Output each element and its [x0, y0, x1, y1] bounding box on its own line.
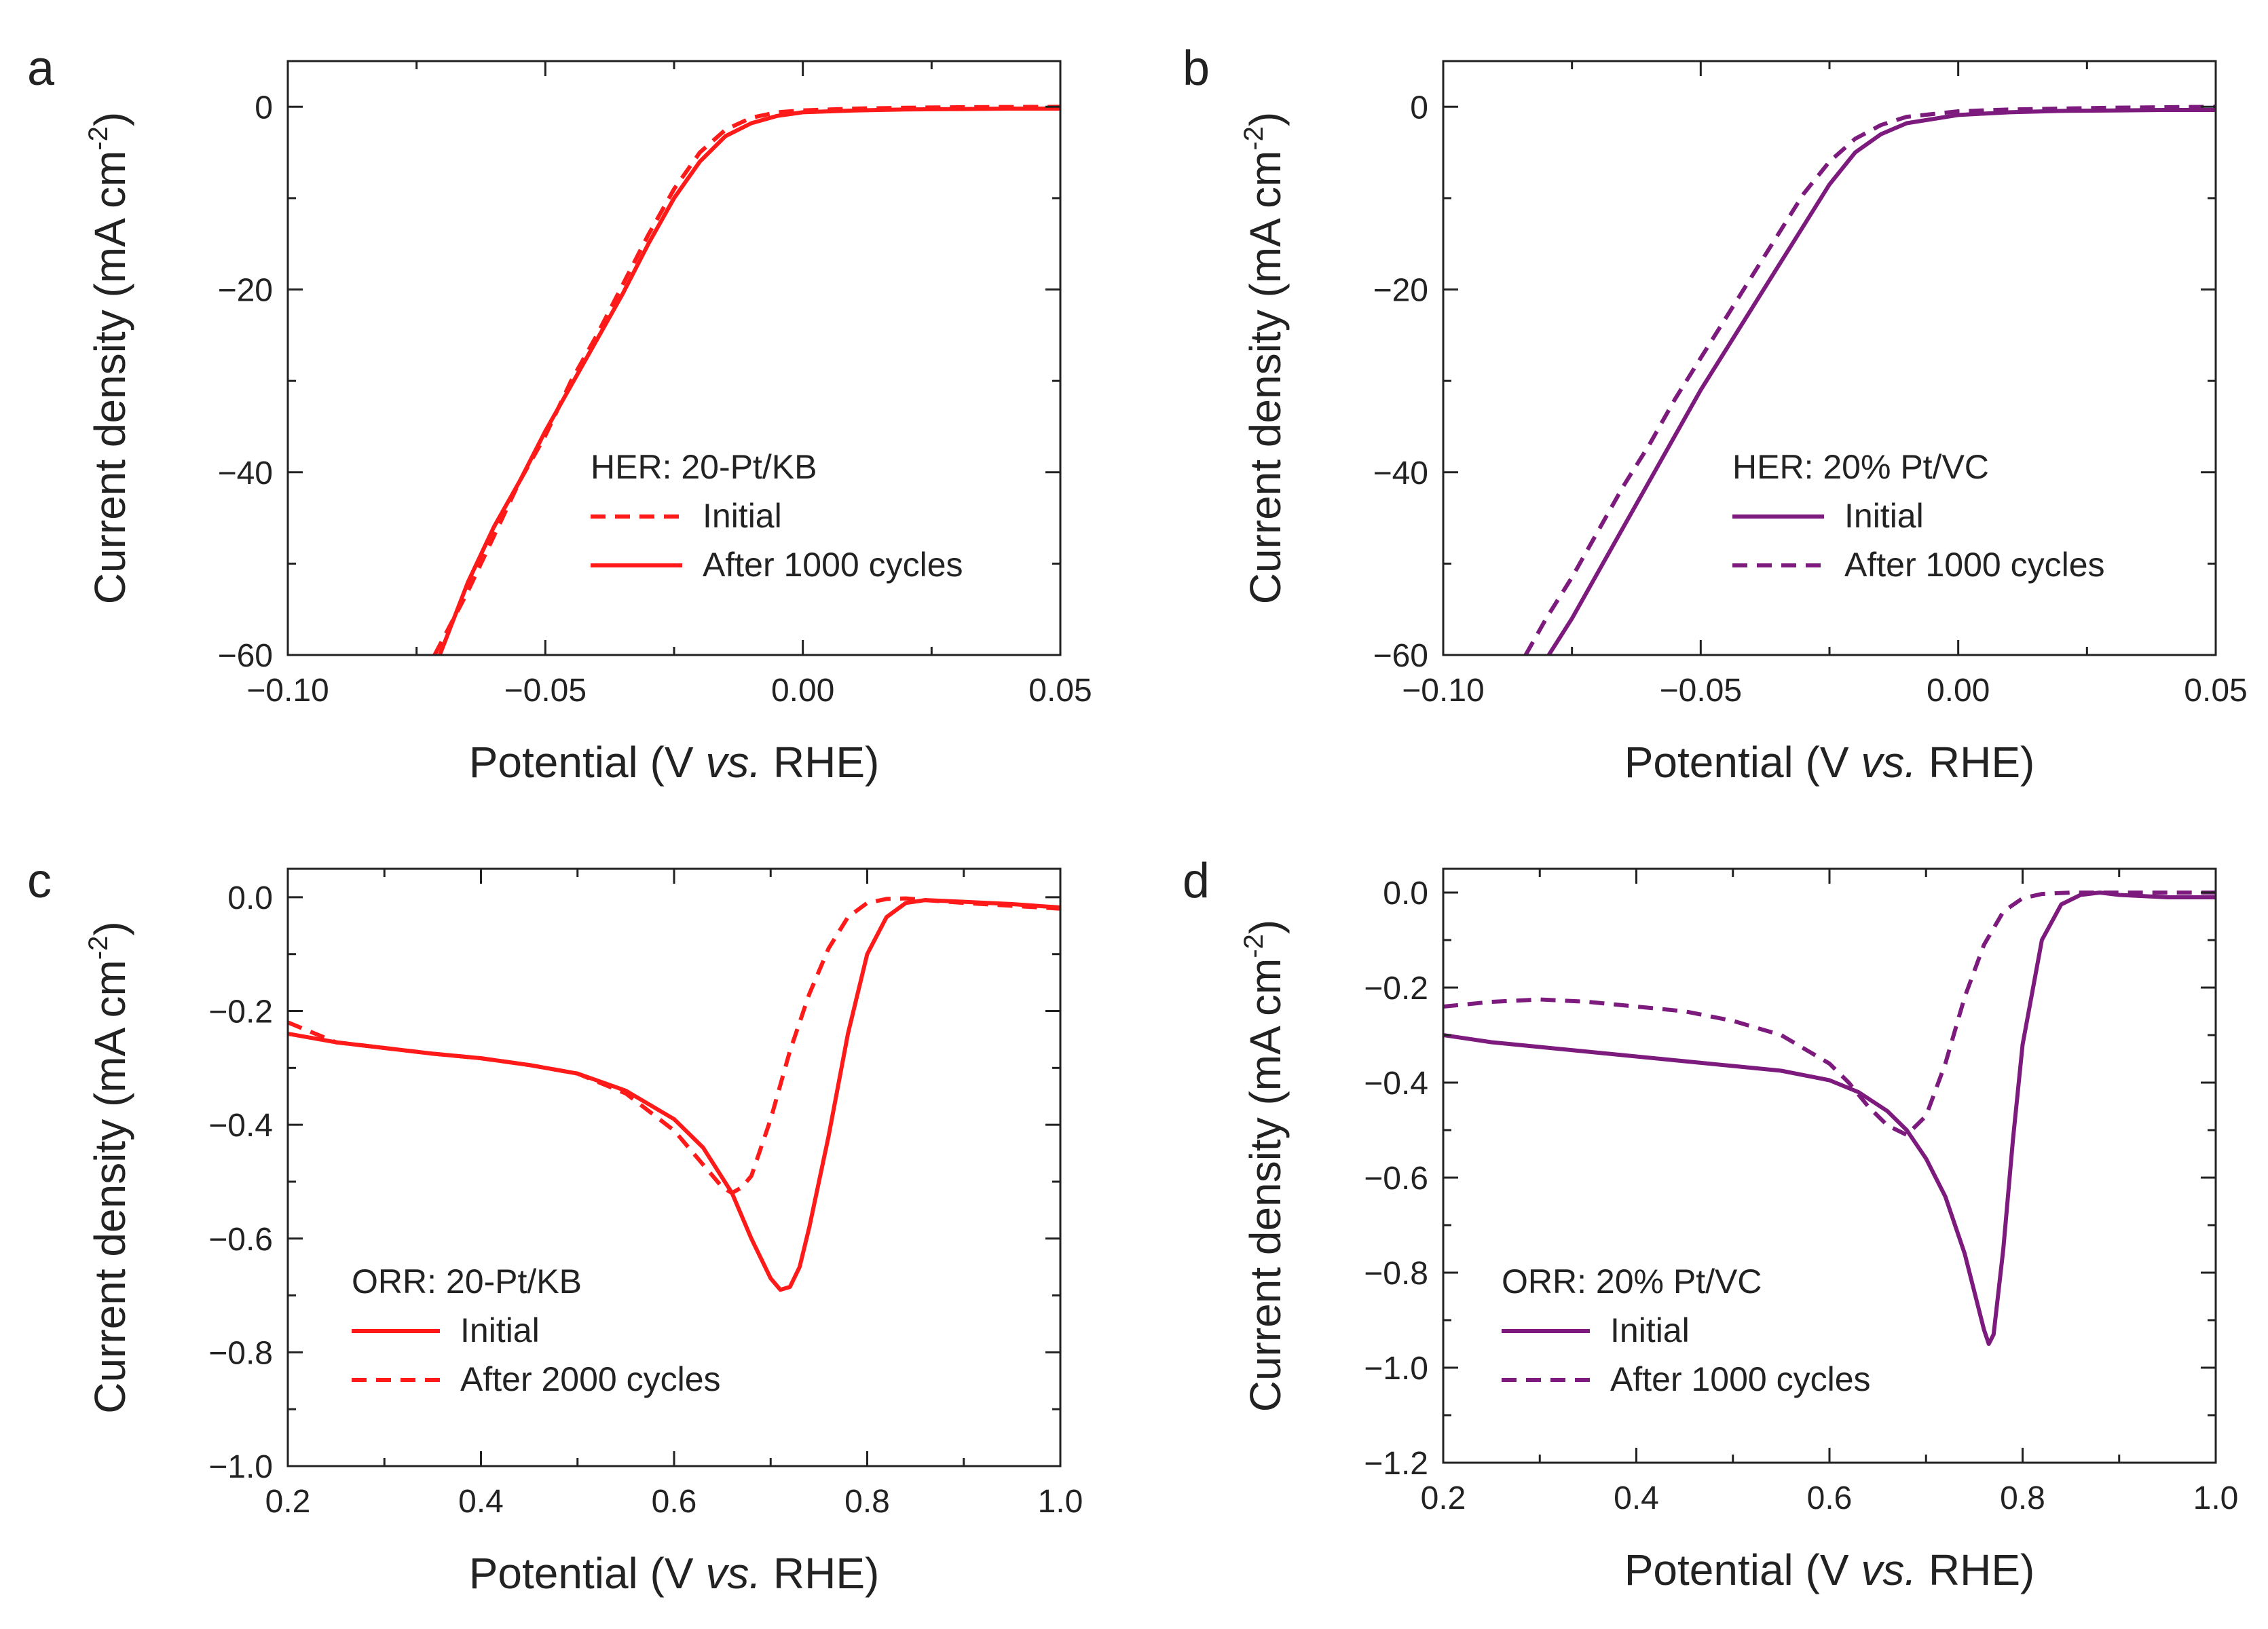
panel-b-legend-label-2: After 1000 cycles: [1844, 546, 2105, 584]
panel-c-ytick-label: −0.2: [208, 994, 273, 1030]
panel-b-series-2-line: [1523, 105, 2216, 655]
panel-a-legend-label-1: Initial: [703, 497, 782, 535]
panel-c: c 0.2 0.4 0.6 0.8 1.0 0.0 −0.2 −0.4 −0.6 −0.8 −1.0…: [27, 854, 1083, 1598]
panel-d-ytick-label: 0.0: [1383, 876, 1428, 912]
panel-c-ytick-label: −0.4: [208, 1108, 273, 1144]
panel-d-x-axis-title: Potential (V vs. RHE): [1624, 1546, 2035, 1594]
panel-a-xtick-label: −0.10: [246, 673, 329, 709]
panel-a-series-2-line: [438, 107, 1060, 655]
panel-a-y-axis-title: Current density (mA cm-2): [83, 112, 134, 605]
panel-b-ytick-label: 0: [1410, 90, 1428, 126]
panel-b-letter: b: [1183, 41, 1210, 96]
panel-c-legend-label-2: After 2000 cycles: [460, 1360, 721, 1398]
panel-d-legend-label-1: Initial: [1610, 1311, 1690, 1349]
panel-d-ytick-label: −1.2: [1364, 1446, 1428, 1482]
panel-a-x-axis-title: Potential (V vs. RHE): [469, 738, 880, 787]
panel-d-xtick-label: 0.4: [1614, 1480, 1659, 1516]
panel-d-ytick-label: −0.4: [1364, 1066, 1428, 1102]
panel-b-ytick-label: −20: [1373, 273, 1428, 309]
panel-c-ytick-label: −0.6: [208, 1222, 273, 1258]
panel-d-xtick-label: 0.8: [2000, 1480, 2045, 1516]
panel-c-letter: c: [27, 854, 52, 908]
panel-d-y-axis-title: Current density (mA cm-2): [1239, 920, 1290, 1412]
panel-a-ytick-label: −20: [218, 273, 273, 309]
panel-b-xtick-label: 0.05: [2184, 673, 2247, 709]
panel-a-ytick-label: −40: [218, 455, 273, 491]
panel-d-ytick-label: −0.6: [1364, 1161, 1428, 1197]
panel-d-letter: d: [1183, 854, 1210, 908]
panel-a-xtick-label: 0.05: [1028, 673, 1092, 709]
panel-b-y-axis-title: Current density (mA cm-2): [1239, 112, 1290, 605]
panel-a-ytick-label: −60: [218, 638, 273, 674]
panel-a-xtick-label: −0.05: [504, 673, 587, 709]
panel-c-ytick-label: −0.8: [208, 1335, 273, 1371]
panel-c-xtick-label: 0.6: [652, 1484, 697, 1520]
panel-d-ytick-label: −1.0: [1364, 1351, 1428, 1387]
panel-c-xtick-label: 0.2: [265, 1484, 311, 1520]
panel-b-x-axis-title: Potential (V vs. RHE): [1624, 738, 2035, 787]
panel-b-ytick-label: −40: [1373, 455, 1428, 491]
panel-b-xtick-label: 0.00: [1927, 673, 1990, 709]
panel-d-xtick-label: 1.0: [2193, 1480, 2239, 1516]
panel-d-ytick-label: −0.2: [1364, 971, 1428, 1007]
panel-d-legend-title: ORR: 20% Pt/VC: [1502, 1262, 1762, 1300]
panel-c-legend-label-1: Initial: [460, 1311, 540, 1349]
panel-c-x-axis-title: Potential (V vs. RHE): [469, 1549, 880, 1598]
panel-c-xtick-label: 0.4: [458, 1484, 504, 1520]
panel-a-letter: a: [27, 41, 55, 96]
panel-b-legend-title: HER: 20% Pt/VC: [1732, 448, 1989, 486]
panel-a-xtick-label: 0.00: [771, 673, 834, 709]
panel-d-xtick-label: 0.6: [1807, 1480, 1853, 1516]
panel-d: d 0.2 0.4 0.6 0.8 1.0 0.0 −0.2 −0.4 −0.6 −0.8 −1.0…: [1183, 854, 2238, 1594]
panel-b-ytick-label: −60: [1373, 638, 1428, 674]
panel-b: b −0.10 −0.05 0.00 0.05 0 −20 −40 −60 Potential …: [1183, 41, 2248, 787]
panel-d-legend-label-2: After 1000 cycles: [1610, 1360, 1871, 1398]
panel-c-series-1-line: [288, 898, 1060, 1292]
panel-b-series-1-line: [1546, 108, 2216, 655]
panel-a-ytick-label: 0: [255, 90, 273, 126]
panel-d-ytick-label: −0.8: [1364, 1256, 1428, 1292]
panel-b-xtick-label: −0.10: [1402, 673, 1484, 709]
panel-b-legend-label-1: Initial: [1844, 497, 1924, 535]
panel-c-legend-title: ORR: 20-Pt/KB: [352, 1262, 582, 1300]
panel-c-ytick-label: 0.0: [227, 880, 273, 916]
panel-c-ytick-label: −1.0: [208, 1449, 273, 1485]
panel-c-series-2-line: [288, 896, 1060, 1195]
panel-a: a −0.10 −0.05 0.00 0.05 0 −20 −40 −60 Potential …: [27, 41, 1092, 787]
panel-d-series-2-line: [1443, 891, 2216, 1137]
panel-a-legend-title: HER: 20-Pt/KB: [591, 448, 817, 486]
panel-d-xtick-label: 0.2: [1421, 1480, 1466, 1516]
panel-a-legend-label-2: After 1000 cycles: [703, 546, 963, 584]
panel-c-y-axis-title: Current density (mA cm-2): [83, 921, 134, 1414]
panel-c-xtick-label: 1.0: [1038, 1484, 1083, 1520]
panel-c-xtick-label: 0.8: [844, 1484, 890, 1520]
panel-d-series-1-line: [1443, 891, 2216, 1346]
panel-b-xtick-label: −0.05: [1660, 673, 1742, 709]
